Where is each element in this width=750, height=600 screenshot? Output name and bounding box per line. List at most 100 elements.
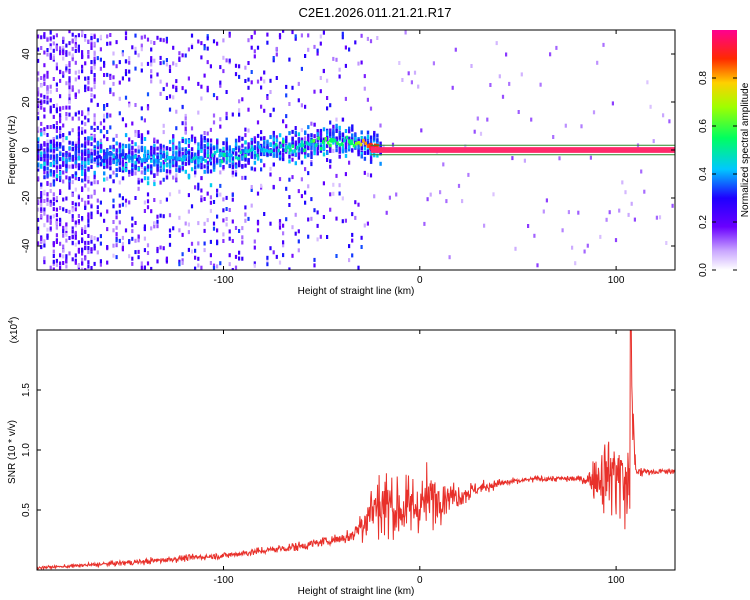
spectrogram-cell — [231, 197, 234, 202]
spectrogram-cell — [184, 140, 187, 145]
spectrogram-cell — [140, 106, 143, 111]
spectrogram-cell — [137, 167, 140, 171]
spectrogram-cell — [103, 60, 106, 65]
ridge-cell — [220, 159, 224, 164]
spectrogram-cell — [256, 156, 260, 161]
spectrogram-cell — [263, 79, 266, 84]
spectrogram-cell — [46, 218, 49, 223]
spectrogram-cell — [81, 64, 84, 69]
spectrogram-cell — [99, 66, 102, 71]
spectrogram-cell — [206, 88, 209, 93]
spectrogram-cell — [282, 148, 285, 153]
spectrogram-cell — [106, 227, 109, 232]
ridge-cell — [201, 157, 205, 161]
spectrogram-cell — [329, 148, 332, 153]
spectrogram-cell — [165, 39, 168, 44]
spectrogram-cell — [59, 241, 62, 246]
spectrogram-cell — [200, 265, 203, 270]
ridge-cell — [209, 158, 212, 162]
spectrogram-cell — [241, 256, 244, 261]
spectrogram-cell — [445, 199, 448, 204]
spectrogram-cell — [55, 177, 58, 182]
spectrogram-cell — [90, 36, 93, 40]
spectrogram-cell — [134, 33, 137, 38]
spectrogram-cell — [184, 161, 187, 166]
spectrogram-cell — [99, 129, 103, 134]
spectrogram-cell — [244, 65, 247, 70]
spectrogram-cell — [319, 89, 322, 94]
spectrogram-cell — [326, 235, 329, 239]
spectrogram-cell — [209, 239, 212, 244]
spectrogram-cell — [351, 232, 354, 237]
spectrogram-cell — [112, 137, 115, 142]
spectrogram-cell — [124, 36, 128, 41]
spectrogram-cell — [99, 262, 102, 267]
spectrogram-cell — [379, 123, 382, 128]
spectrogram-cell — [156, 259, 159, 264]
spectrogram-cell — [37, 207, 40, 212]
spectrogram-cell — [348, 129, 351, 134]
spectrogram-cell — [241, 235, 244, 240]
spectrogram-cell — [150, 145, 153, 150]
spectrogram-cell — [37, 176, 40, 181]
spectrogram-cell — [165, 36, 168, 41]
spectrogram-cell — [74, 44, 77, 49]
spectrogram-cell — [297, 146, 301, 151]
spectrogram-cell — [84, 129, 87, 134]
spectrogram-cell — [326, 151, 329, 155]
spectrogram-cell — [68, 97, 71, 102]
spectrogram-cell — [178, 151, 181, 156]
spectrogram-cell — [140, 35, 143, 40]
ridge-cell — [216, 149, 219, 153]
spectrogram-cell — [77, 214, 80, 218]
spectrogram-cell — [366, 172, 369, 177]
spectrogram-cell — [159, 199, 162, 204]
spectrogram-cell — [234, 142, 238, 147]
spectrogram-cell — [206, 142, 209, 147]
spectrogram-cell — [190, 249, 194, 254]
spectrogram-cell — [37, 110, 40, 115]
spectrogram-cell — [137, 255, 140, 260]
spectrogram-cell — [225, 217, 228, 221]
spectrogram-cell — [115, 210, 118, 215]
spectrogram-cell — [234, 169, 238, 174]
spectrogram-cell — [297, 189, 300, 194]
spectrogram-cell — [81, 152, 84, 157]
spectrogram-cell — [304, 140, 307, 145]
spectrogram-cell — [225, 146, 228, 151]
spectrogram-cell — [37, 139, 40, 144]
ridge-cell — [234, 155, 238, 160]
spectrogram-cell — [81, 160, 84, 165]
spectrogram-cell — [360, 139, 363, 144]
spectrogram-cell — [269, 172, 272, 177]
spectrogram-cell — [200, 149, 203, 153]
spectrogram-cell — [194, 173, 197, 178]
spectrogram-cell — [87, 212, 90, 217]
spectrogram-cell — [203, 44, 206, 48]
spectrogram-cell — [272, 58, 275, 63]
spectrogram-cell — [37, 226, 40, 231]
spectrogram-cell — [228, 158, 231, 163]
spectrogram-cell — [329, 207, 332, 212]
spectrogram-cell — [71, 235, 74, 240]
spectrogram-cell — [46, 158, 49, 163]
spectrogram-cell — [253, 263, 256, 268]
spectrogram-cell — [432, 61, 435, 66]
spectrogram-cell — [203, 228, 206, 233]
spectrogram-cell — [118, 148, 122, 153]
ridge-cell — [154, 159, 158, 163]
spectrogram-cell — [369, 135, 373, 140]
spectrogram-cell — [52, 148, 56, 153]
spectrogram-cell — [156, 146, 159, 151]
spectrogram-cell — [269, 78, 272, 83]
ridge-cell — [206, 153, 210, 158]
spectrogram-cell — [112, 60, 115, 65]
spectrogram-cell — [52, 201, 55, 206]
spectrogram-cell — [84, 200, 87, 205]
spectrogram-cell — [137, 53, 140, 58]
spectrogram-cell — [319, 128, 323, 133]
spectrogram-cell — [87, 218, 90, 223]
spectrogram-cell — [241, 175, 244, 180]
spectrogram-cell — [256, 133, 260, 138]
spectrogram-cell — [128, 69, 131, 74]
